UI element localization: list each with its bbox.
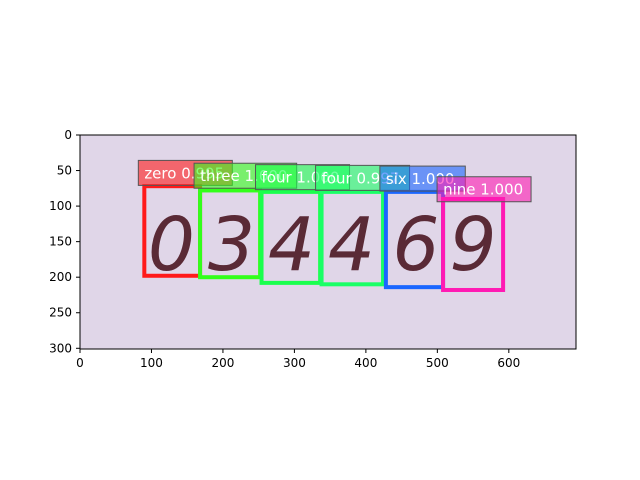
detection-box (319, 189, 386, 287)
y-tick-label: 0 (64, 128, 72, 142)
y-tick-label: 200 (49, 270, 72, 284)
digit-glyph: 0 (148, 202, 195, 288)
x-tick-label: 400 (354, 356, 377, 370)
y-tick-label: 50 (57, 164, 72, 178)
y-tick-label: 150 (49, 235, 72, 249)
x-tick-label: 200 (211, 356, 234, 370)
digit-glyph: 3 (208, 202, 255, 288)
y-tick-label: 300 (49, 341, 72, 355)
x-tick-label: 600 (497, 356, 520, 370)
x-tick-label: 0 (76, 356, 84, 370)
digit-glyph: 9 (450, 202, 497, 288)
digit-glyph: 4 (328, 202, 375, 288)
digit-glyph: 6 (392, 202, 439, 288)
detection-label-bg (436, 176, 532, 203)
y-axis-ticks: 0 50 100 150 200 250 300 (49, 128, 80, 355)
digit-glyph: 4 (268, 202, 315, 288)
x-tick-label: 300 (283, 356, 306, 370)
detection-boxes (142, 184, 506, 292)
y-tick-label: 250 (49, 306, 72, 320)
y-tick-label: 100 (49, 199, 72, 213)
x-tick-label: 500 (426, 356, 449, 370)
x-axis-ticks: 0 100 200 300 400 500 600 (76, 349, 520, 370)
detection-label: nine 1.000 (443, 181, 523, 199)
x-tick-label: 100 (140, 356, 163, 370)
